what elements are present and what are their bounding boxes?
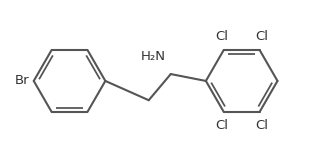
- Text: Cl: Cl: [255, 30, 268, 43]
- Text: Br: Br: [15, 74, 30, 87]
- Text: Cl: Cl: [255, 119, 268, 132]
- Text: Cl: Cl: [215, 30, 228, 43]
- Text: H₂N: H₂N: [140, 50, 165, 63]
- Text: Cl: Cl: [215, 119, 228, 132]
